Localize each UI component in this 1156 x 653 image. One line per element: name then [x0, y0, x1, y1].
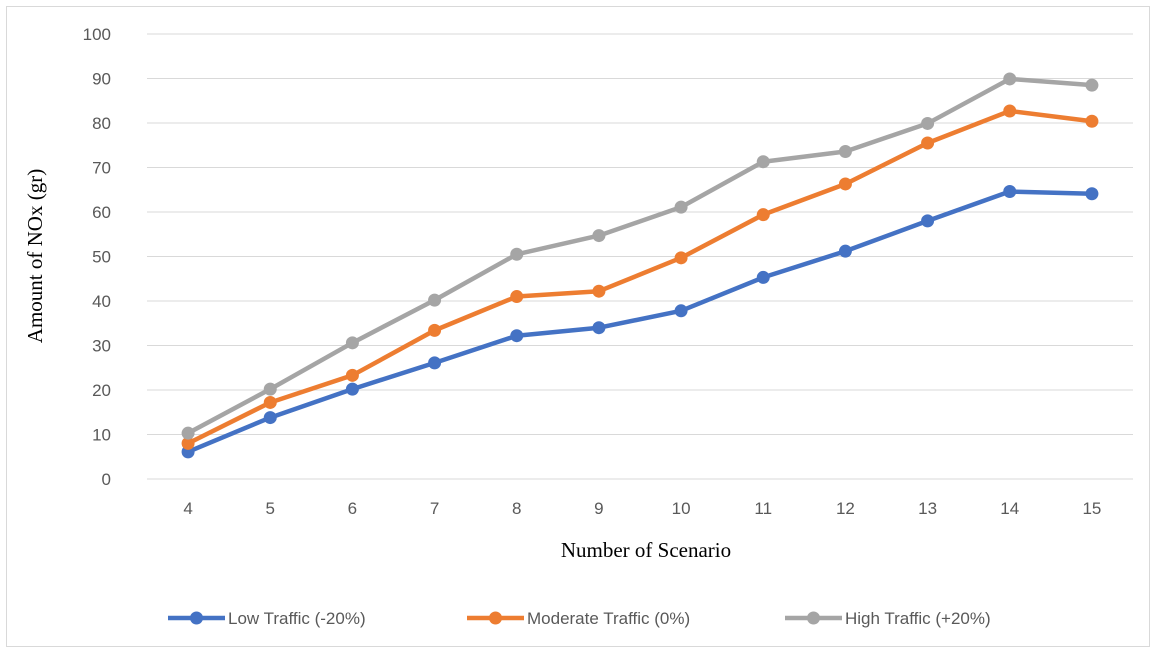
legend-item: Low Traffic (-20%) — [168, 609, 366, 628]
legend-marker — [190, 611, 203, 625]
data-point — [592, 229, 606, 243]
data-point — [1085, 78, 1099, 92]
series-1 — [181, 104, 1099, 450]
data-point — [510, 329, 524, 343]
legend-label: Low Traffic (-20%) — [228, 609, 366, 628]
y-tick-label: 0 — [102, 470, 111, 489]
data-point — [756, 208, 770, 222]
legend-marker — [807, 611, 820, 625]
data-point — [592, 321, 606, 335]
legend: Low Traffic (-20%) Moderate Traffic (0%) H… — [168, 609, 991, 628]
series-lines — [181, 72, 1099, 459]
data-point — [1003, 104, 1017, 118]
data-point — [345, 382, 359, 396]
x-tick-label: 11 — [754, 499, 772, 518]
y-tick-label: 60 — [92, 203, 111, 222]
x-tick-label: 8 — [512, 499, 521, 518]
data-point — [1003, 72, 1017, 86]
gridlines — [147, 33, 1133, 480]
y-tick-label: 30 — [92, 337, 111, 356]
data-point — [263, 382, 277, 396]
chart-frame — [6, 6, 1150, 647]
data-point — [1003, 185, 1017, 199]
data-point — [921, 214, 935, 228]
data-point — [428, 323, 442, 337]
data-point — [428, 356, 442, 370]
data-point — [592, 284, 606, 298]
data-point — [510, 247, 524, 261]
x-tick-label: 7 — [430, 499, 439, 518]
data-point — [756, 270, 770, 284]
data-point — [674, 251, 688, 265]
data-point — [510, 290, 524, 304]
y-tick-label: 40 — [92, 292, 111, 311]
x-axis-title: Number of Scenario — [561, 538, 731, 562]
data-point — [263, 411, 277, 425]
y-tick-label: 50 — [92, 248, 111, 267]
data-point — [181, 436, 195, 450]
x-tick-label: 15 — [1082, 499, 1101, 518]
data-point — [756, 155, 770, 169]
x-tick-label: 9 — [594, 499, 603, 518]
x-tick-label: 4 — [183, 499, 192, 518]
data-point — [181, 426, 195, 440]
data-point — [838, 244, 852, 258]
x-tick-label: 10 — [672, 499, 691, 518]
data-point — [674, 304, 688, 318]
data-point — [674, 200, 688, 214]
series-0 — [181, 185, 1099, 459]
legend-item: High Traffic (+20%) — [785, 609, 991, 628]
data-point — [838, 177, 852, 191]
series-line — [185, 189, 1095, 455]
y-tick-label: 80 — [92, 114, 111, 133]
data-point — [838, 144, 852, 158]
data-point — [263, 395, 277, 409]
data-point — [345, 368, 359, 382]
legend-label: High Traffic (+20%) — [845, 609, 991, 628]
legend-marker — [489, 611, 502, 625]
series-2 — [181, 72, 1099, 440]
series-line — [185, 108, 1095, 446]
x-axis-ticks: 4 5 6 7 8 9 10 11 12 13 14 15 — [183, 499, 1101, 518]
y-tick-label: 100 — [83, 25, 111, 44]
y-axis-ticks: 0 10 20 30 40 50 60 70 80 90 100 — [83, 25, 111, 489]
x-tick-label: 13 — [918, 499, 937, 518]
series-line — [185, 76, 1095, 436]
y-tick-label: 10 — [92, 426, 111, 445]
y-tick-label: 70 — [92, 159, 111, 178]
x-tick-label: 5 — [266, 499, 275, 518]
data-point — [921, 116, 935, 130]
y-tick-label: 90 — [92, 70, 111, 89]
data-point — [1085, 187, 1099, 201]
legend-item: Moderate Traffic (0%) — [467, 609, 690, 628]
data-point — [428, 293, 442, 307]
data-point — [921, 136, 935, 150]
y-tick-label: 20 — [92, 381, 111, 400]
x-tick-label: 6 — [348, 499, 357, 518]
x-tick-label: 12 — [836, 499, 855, 518]
data-point — [345, 336, 359, 350]
y-axis-title: Amount of NOx (gr) — [23, 169, 47, 343]
data-point — [1085, 114, 1099, 128]
legend-label: Moderate Traffic (0%) — [527, 609, 690, 628]
x-tick-label: 14 — [1000, 499, 1019, 518]
